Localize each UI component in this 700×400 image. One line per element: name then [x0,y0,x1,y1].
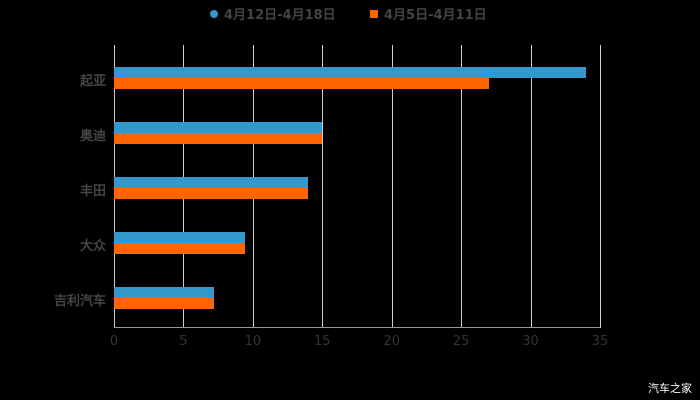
gridline [461,45,463,328]
bar-series-2[interactable] [114,298,214,309]
gridline [322,45,324,328]
gridline [600,45,601,328]
x-tick-label: 35 [591,334,609,349]
bar-series-1[interactable] [114,122,323,133]
bar-series-2[interactable] [114,78,489,89]
y-category-label: 起亚 [79,74,106,89]
bar-series-2[interactable] [114,133,323,144]
square-marker-icon [370,9,378,18]
x-tick-label: 0 [109,334,119,349]
x-tick-label: 20 [383,334,400,349]
y-category-label: 大众 [79,239,106,254]
bar-series-1[interactable] [114,287,214,298]
x-tick-label: 30 [522,334,539,349]
x-tick-label: 10 [244,334,262,349]
bar-series-2[interactable] [114,188,309,199]
gridline [391,45,393,328]
x-tick-label: 5 [179,334,188,349]
bar-series-1[interactable] [114,67,587,78]
chart-legend: 4月12日-4月18日 4月5日-4月11日 [0,4,700,24]
watermark: 汽车之家 [648,382,692,395]
x-axis-line [114,327,600,328]
legend-label: 4月12日-4月18日 [224,8,336,23]
y-category-label: 吉利汽车 [53,294,106,309]
bar-series-1[interactable] [114,232,245,243]
gridline [530,45,532,328]
legend-item-series-2[interactable]: 4月5日-4月11日 [370,4,487,23]
bar-series-2[interactable] [114,243,245,254]
y-category-label: 丰田 [79,184,106,199]
x-tick-label: 15 [314,334,331,349]
legend-label: 4月5日-4月11日 [384,8,487,23]
circle-marker-icon [210,9,218,18]
bar-series-1[interactable] [114,177,309,188]
legend-item-series-1[interactable]: 4月12日-4月18日 [210,4,336,23]
x-tick-label: 25 [452,334,470,349]
y-category-label: 奥迪 [79,129,106,144]
